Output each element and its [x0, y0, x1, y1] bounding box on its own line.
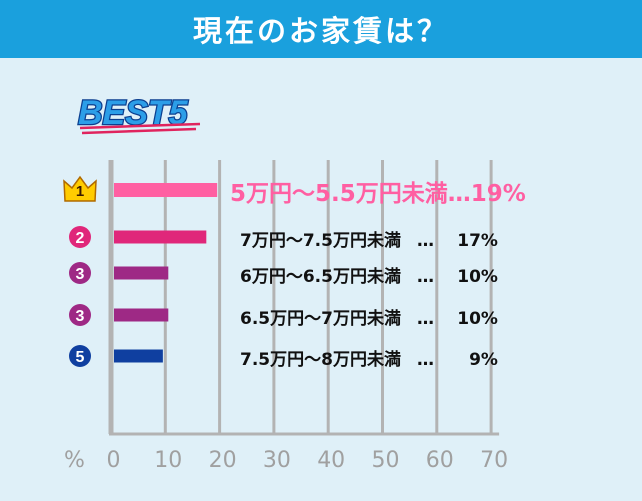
- x-tick-label: 40: [317, 448, 346, 473]
- x-tick-label: 30: [262, 448, 291, 473]
- badge-underline: [79, 122, 201, 135]
- value-label: 10%: [457, 267, 498, 287]
- value-label: 9%: [469, 350, 498, 370]
- rank-circle-icon: [69, 262, 91, 284]
- category-label: 5万円～5.5万円未満: [230, 181, 448, 207]
- ellipsis: …: [416, 231, 434, 251]
- ellipsis: …: [447, 181, 471, 207]
- rank-badges: 1 2 3 3 5: [63, 175, 97, 367]
- ellipsis: …: [416, 309, 434, 329]
- bar-1: [114, 183, 218, 197]
- rank-circle-icon: [69, 226, 91, 248]
- bar-4: [114, 308, 169, 322]
- ellipsis: …: [416, 350, 434, 370]
- x-tick-label: 60: [425, 448, 454, 473]
- bar-label-1: 5万円～5.5万円未満…19%: [230, 174, 526, 208]
- rank-number: 3: [76, 266, 85, 283]
- page-title: 現在のお家賃は？: [0, 0, 642, 58]
- bar-label-4: 6.5万円～7万円未満 … 10%: [240, 304, 498, 329]
- rank-circle-icon: [69, 345, 91, 367]
- x-tick-label: 20: [208, 448, 237, 473]
- category-label: 6万円～6.5万円未満: [240, 267, 401, 287]
- value-label: 19%: [470, 181, 526, 207]
- bar-label-2: 7万円～7.5万円未満 … 17%: [240, 226, 498, 251]
- grid-lines: [108, 160, 500, 436]
- crown-icon: [63, 175, 97, 202]
- bar-label-5: 7.5万円～8万円未満 … 9%: [240, 345, 498, 370]
- bar-5: [114, 349, 163, 363]
- value-label: 10%: [457, 309, 498, 329]
- best5-badge: BEST5: [77, 93, 201, 135]
- rank-number: 2: [76, 230, 85, 247]
- category-label: 7.5万円～8万円未満: [240, 350, 401, 370]
- category-label: 7万円～7.5万円未満: [240, 231, 401, 251]
- value-label: 17%: [457, 231, 498, 251]
- x-axis-unit: %: [64, 448, 85, 473]
- category-label: 6.5万円～7万円未満: [240, 309, 401, 329]
- x-tick-label: 50: [371, 448, 400, 473]
- x-tick-label: 0: [106, 448, 121, 473]
- rank-number: 5: [76, 349, 85, 366]
- x-tick-label: 70: [480, 448, 509, 473]
- x-tick-label: 10: [154, 448, 183, 473]
- bar-label-3: 6万円～6.5万円未満 … 10%: [240, 262, 498, 287]
- bars: [114, 183, 218, 363]
- rank-number: 3: [76, 308, 85, 325]
- ellipsis: …: [416, 267, 434, 287]
- bar-2: [114, 230, 207, 244]
- rank-number: 1: [76, 183, 84, 200]
- rank-circle-icon: [69, 304, 91, 326]
- bar-3: [114, 266, 169, 280]
